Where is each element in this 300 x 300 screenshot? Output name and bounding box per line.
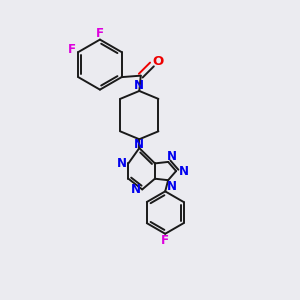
Text: N: N bbox=[167, 149, 177, 163]
Text: F: F bbox=[96, 27, 104, 40]
Text: N: N bbox=[178, 165, 188, 178]
Text: N: N bbox=[134, 80, 144, 92]
Text: N: N bbox=[131, 183, 141, 196]
Text: N: N bbox=[117, 157, 127, 170]
Text: F: F bbox=[160, 234, 169, 247]
Text: N: N bbox=[167, 180, 177, 193]
Text: O: O bbox=[153, 55, 164, 68]
Text: N: N bbox=[134, 138, 144, 151]
Text: F: F bbox=[68, 43, 76, 56]
